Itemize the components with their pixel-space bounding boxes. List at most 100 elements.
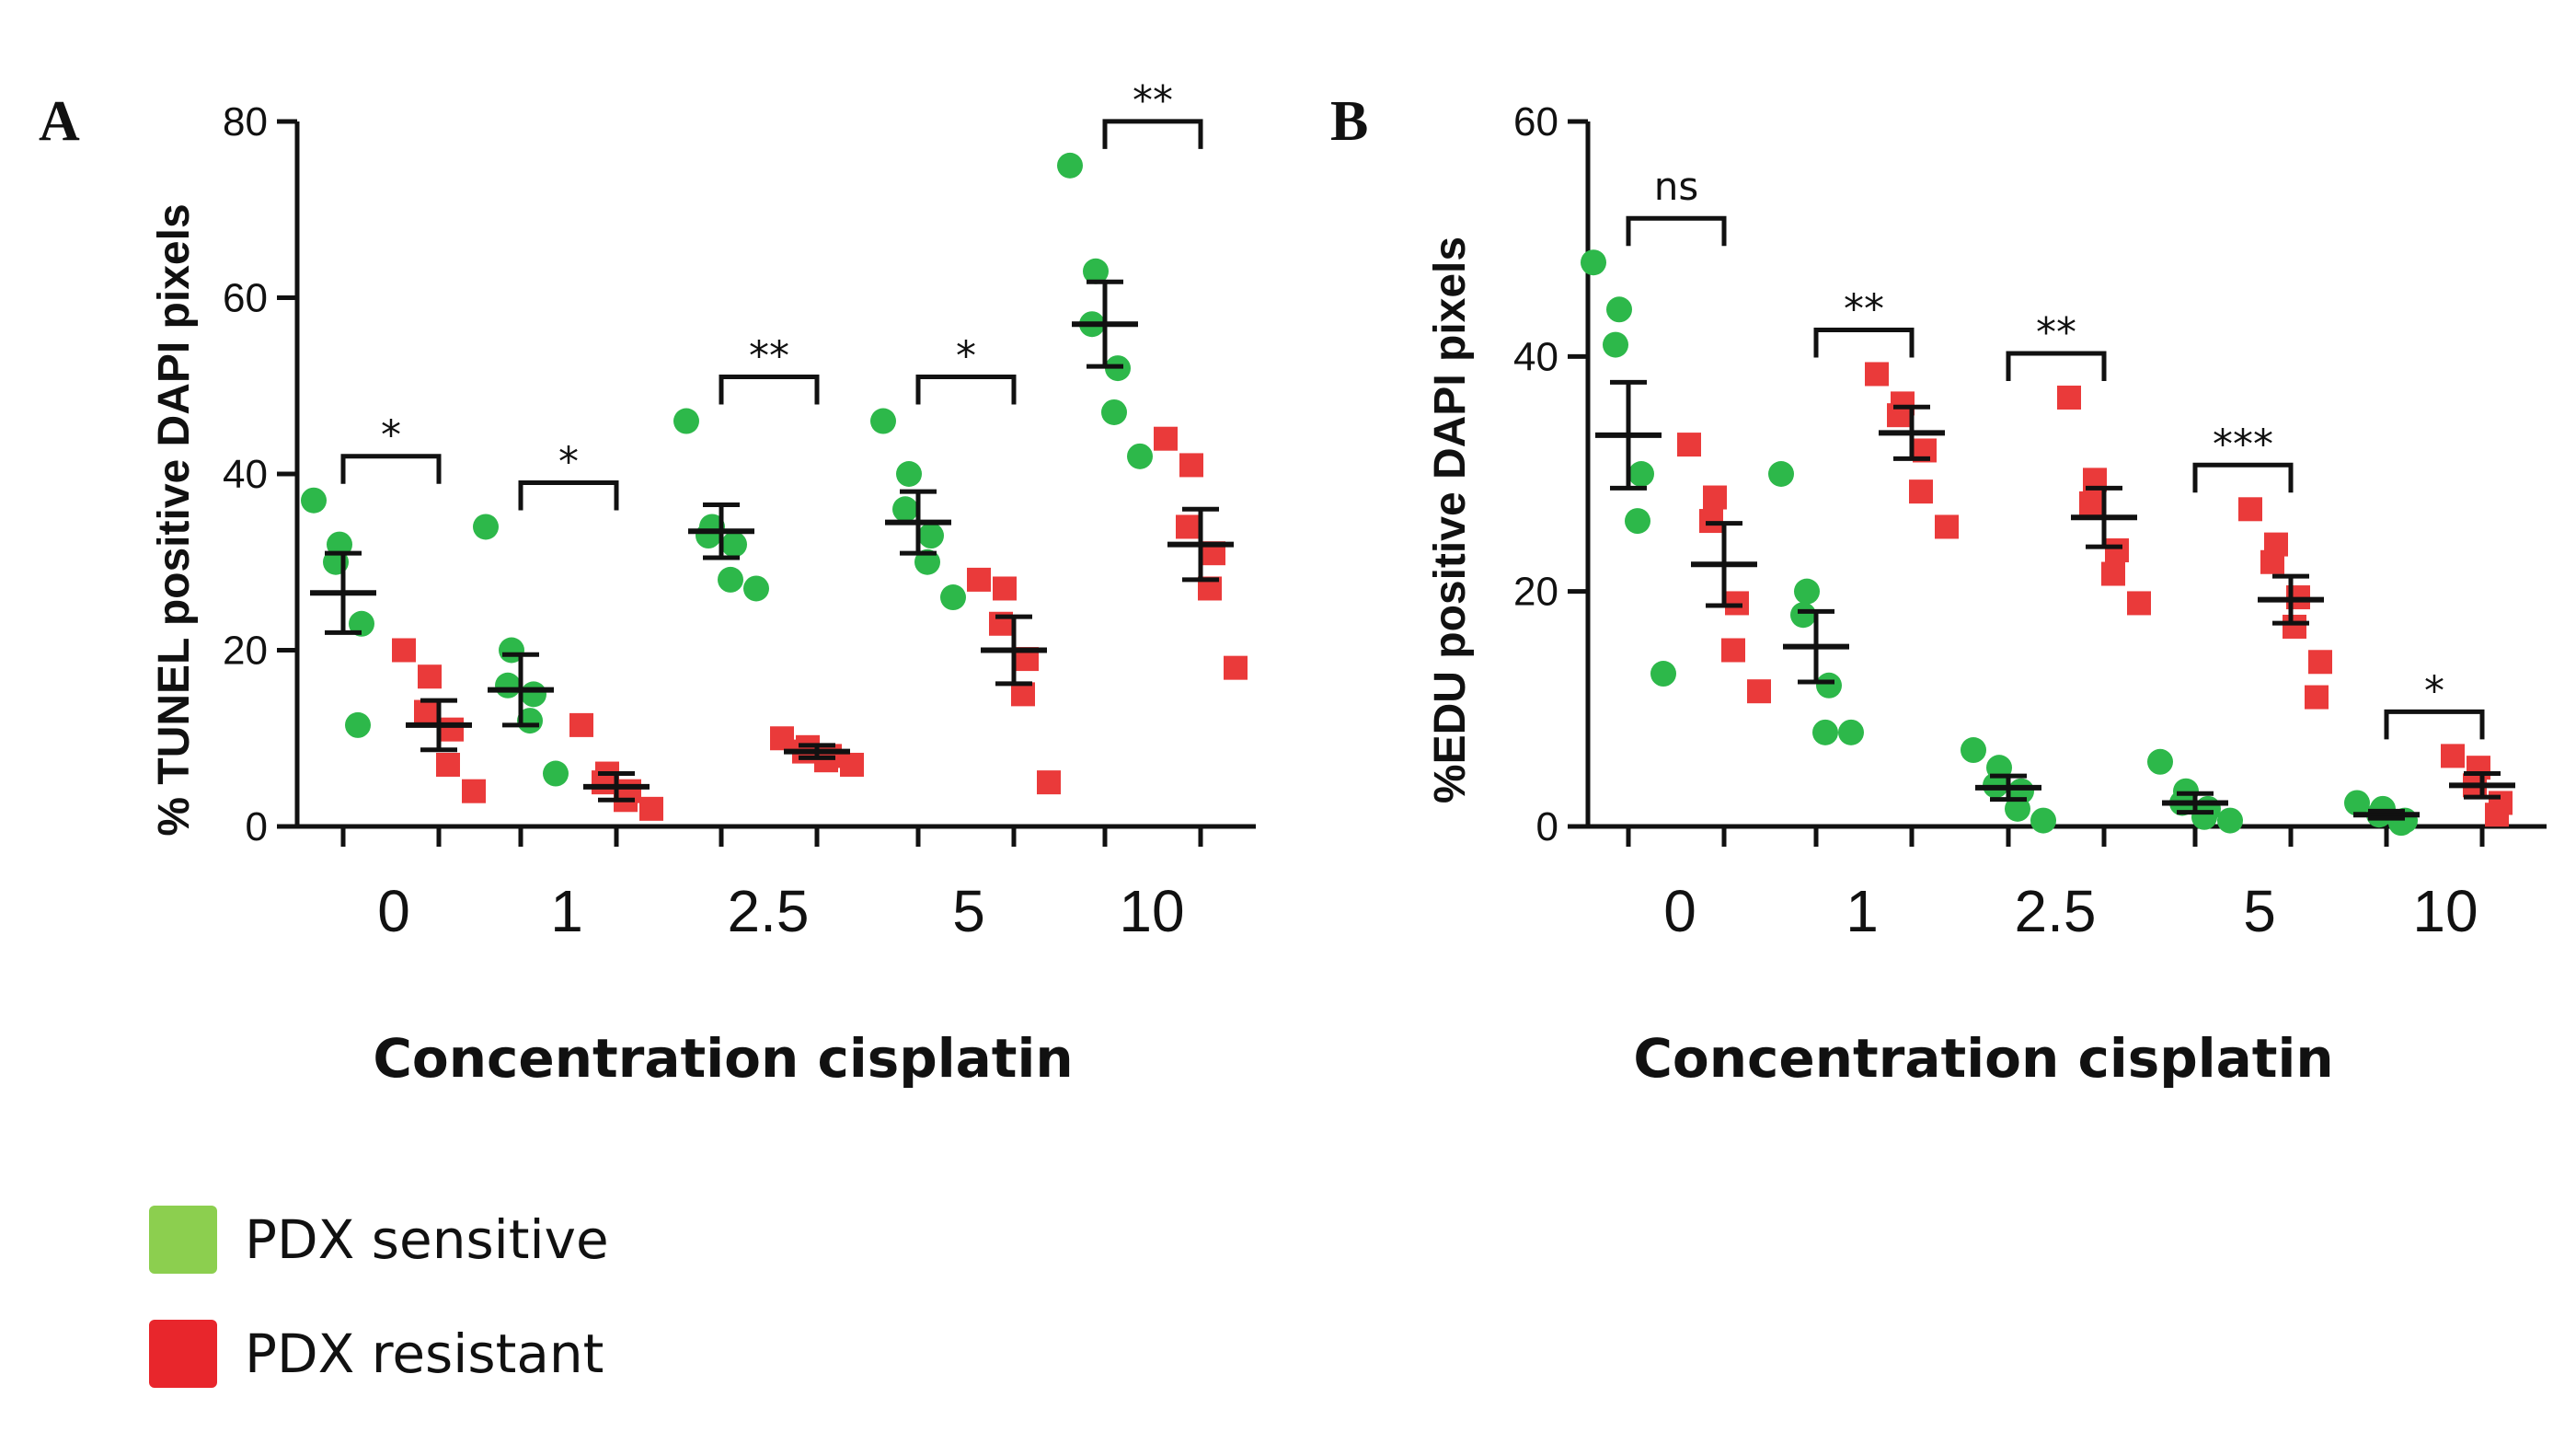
legend-swatch-sensitive	[149, 1206, 217, 1274]
x-tick-label: 1	[550, 878, 583, 944]
data-point-sensitive	[1581, 249, 1606, 276]
data-point-resistant	[840, 752, 864, 777]
data-point-resistant	[436, 752, 460, 777]
significance-bracket	[719, 375, 820, 405]
data-point-sensitive	[543, 760, 569, 787]
data-point-resistant	[1721, 638, 1745, 663]
legend-label-resistant: PDX resistant	[245, 1322, 604, 1385]
data-point-resistant	[1037, 770, 1061, 795]
legend-swatch-resistant	[149, 1320, 217, 1388]
significance-bracket	[915, 375, 1017, 405]
data-point-resistant	[1725, 591, 1749, 616]
data-point-sensitive	[1812, 719, 1838, 745]
data-point-sensitive	[940, 584, 966, 611]
data-point-sensitive	[301, 487, 327, 514]
data-point-sensitive	[918, 523, 944, 549]
data-point-sensitive	[1101, 398, 1127, 425]
data-point-sensitive	[473, 514, 499, 540]
data-point-sensitive	[2344, 790, 2370, 816]
legend-label-sensitive: PDX sensitive	[245, 1208, 609, 1271]
data-point-sensitive	[1127, 443, 1153, 469]
panel-letter: B	[1330, 90, 1368, 153]
significance-label: **	[2036, 309, 2076, 356]
data-point-sensitive	[1628, 461, 1654, 487]
data-point-sensitive	[1603, 331, 1628, 358]
data-point-sensitive	[896, 461, 922, 487]
data-point-resistant	[639, 796, 663, 821]
data-point-resistant	[967, 567, 991, 592]
data-point-sensitive	[1650, 661, 1676, 687]
data-point-resistant	[440, 717, 464, 742]
data-point-resistant	[2105, 537, 2129, 562]
y-axis-label: % TUNEL positive DAPI pixels	[150, 203, 199, 836]
data-point-resistant	[569, 712, 593, 737]
panel-a: A 0 20 40 60 80 0 1 2.5 5 10 Concentration cisplati…	[39, 77, 1256, 1090]
significance-label: *	[558, 438, 579, 485]
data-point-resistant	[2308, 650, 2332, 675]
significance-label: *	[956, 333, 976, 380]
x-axis-label: Concentration cisplatin	[1633, 1027, 2333, 1090]
data-point-resistant	[418, 664, 442, 689]
significance-bracket	[2006, 351, 2107, 382]
data-point-sensitive	[673, 408, 699, 434]
data-point-resistant	[2305, 685, 2329, 710]
y-tick-label: 80	[223, 99, 268, 144]
significance-label: ***	[2213, 421, 2273, 468]
data-point-resistant	[462, 779, 486, 803]
y-tick-label: 0	[246, 804, 268, 849]
data-point-sensitive	[718, 566, 743, 593]
data-point-sensitive	[2217, 807, 2243, 834]
data-point-sensitive	[1790, 602, 1816, 629]
data-point-resistant	[1865, 362, 1889, 387]
data-point-sensitive	[1816, 672, 1842, 699]
data-point-resistant	[770, 726, 794, 751]
significance-label: ns	[1654, 164, 1699, 209]
data-point-sensitive	[914, 549, 940, 575]
panel-b: B 0 20 40 60 0 1 2.5 5 10 Concentration cisplatin%…	[1330, 90, 2547, 1090]
data-point-resistant	[1179, 453, 1203, 478]
data-point-resistant	[993, 576, 1017, 601]
x-tick-label: 5	[2243, 878, 2276, 944]
data-point-sensitive	[2147, 748, 2173, 775]
significance-bracket	[1626, 215, 1727, 247]
significance-label: **	[1133, 77, 1173, 124]
data-point-resistant	[1699, 509, 1723, 534]
x-tick-label: 2.5	[728, 878, 810, 944]
x-tick-label: 1	[1846, 878, 1879, 944]
data-point-resistant	[2127, 591, 2151, 616]
x-tick-label: 0	[1663, 878, 1696, 944]
data-point-sensitive	[1768, 461, 1794, 487]
data-point-sensitive	[1794, 578, 1820, 605]
significance-bracket	[2192, 462, 2294, 493]
data-point-resistant	[1011, 682, 1035, 707]
data-point-resistant	[2260, 549, 2284, 574]
significance-label: **	[749, 333, 789, 380]
data-point-resistant	[1935, 514, 1959, 539]
data-point-sensitive	[349, 610, 374, 637]
y-tick-label: 60	[1513, 99, 1558, 144]
data-point-resistant	[2079, 491, 2103, 515]
y-tick-label: 20	[1513, 570, 1558, 615]
data-point-sensitive	[495, 672, 521, 699]
data-point-sensitive	[1625, 508, 1650, 535]
x-tick-label: 0	[377, 878, 410, 944]
data-point-sensitive	[1083, 258, 1109, 284]
data-point-sensitive	[743, 575, 769, 602]
x-tick-label: 5	[952, 878, 985, 944]
data-point-resistant	[1909, 479, 1933, 504]
data-point-sensitive	[1606, 296, 1632, 323]
data-point-sensitive	[521, 681, 546, 708]
data-point-resistant	[1747, 679, 1771, 704]
significance-bracket	[1813, 327, 1915, 358]
data-point-resistant	[2238, 497, 2262, 522]
data-point-resistant	[2441, 744, 2465, 768]
x-axis-label: Concentration cisplatin	[373, 1027, 1073, 1090]
significance-label: *	[2424, 667, 2444, 714]
data-point-resistant	[1703, 485, 1727, 510]
x-tick-label: 2.5	[2015, 878, 2097, 944]
y-tick-label: 40	[223, 452, 268, 497]
data-point-resistant	[2283, 614, 2306, 639]
y-axis-label: %EDU positive DAPI pixels	[1426, 237, 1475, 803]
significance-bracket	[2384, 709, 2485, 740]
